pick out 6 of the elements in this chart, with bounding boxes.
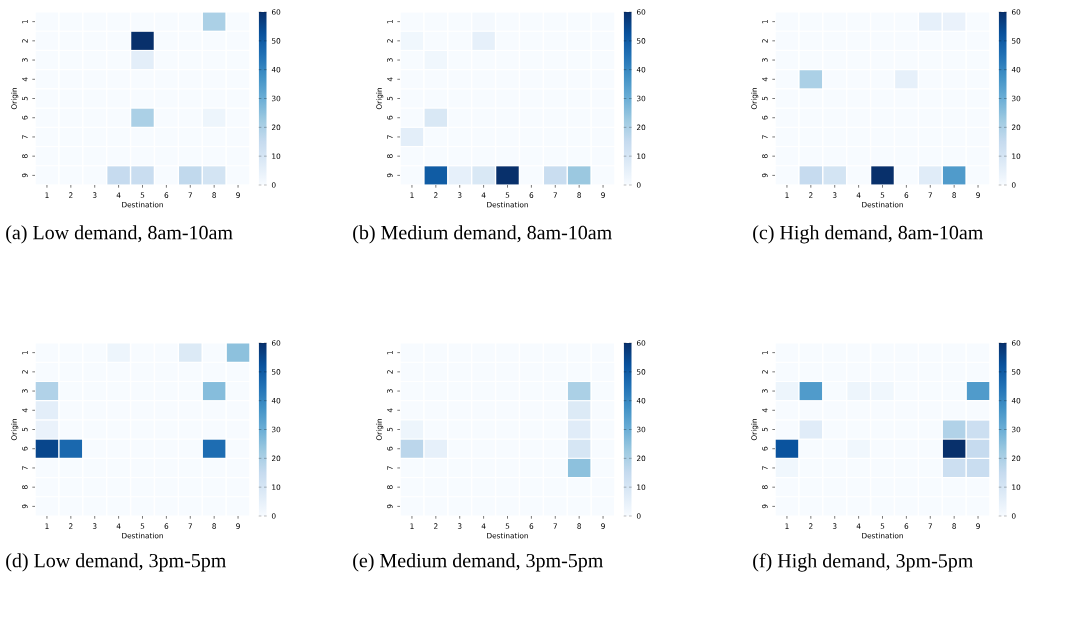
text: (c) High demand, 8am-10am — [753, 225, 984, 244]
text: (a) Low demand, 8am-10am — [6, 225, 233, 244]
text: (d) Low demand, 3pm-5pm — [6, 553, 227, 572]
text: (e) Medium demand, 3pm-5pm — [353, 553, 604, 572]
text: (f) High demand, 3pm-5pm — [753, 553, 974, 572]
text: (b) Medium demand, 8am-10am — [353, 225, 612, 244]
